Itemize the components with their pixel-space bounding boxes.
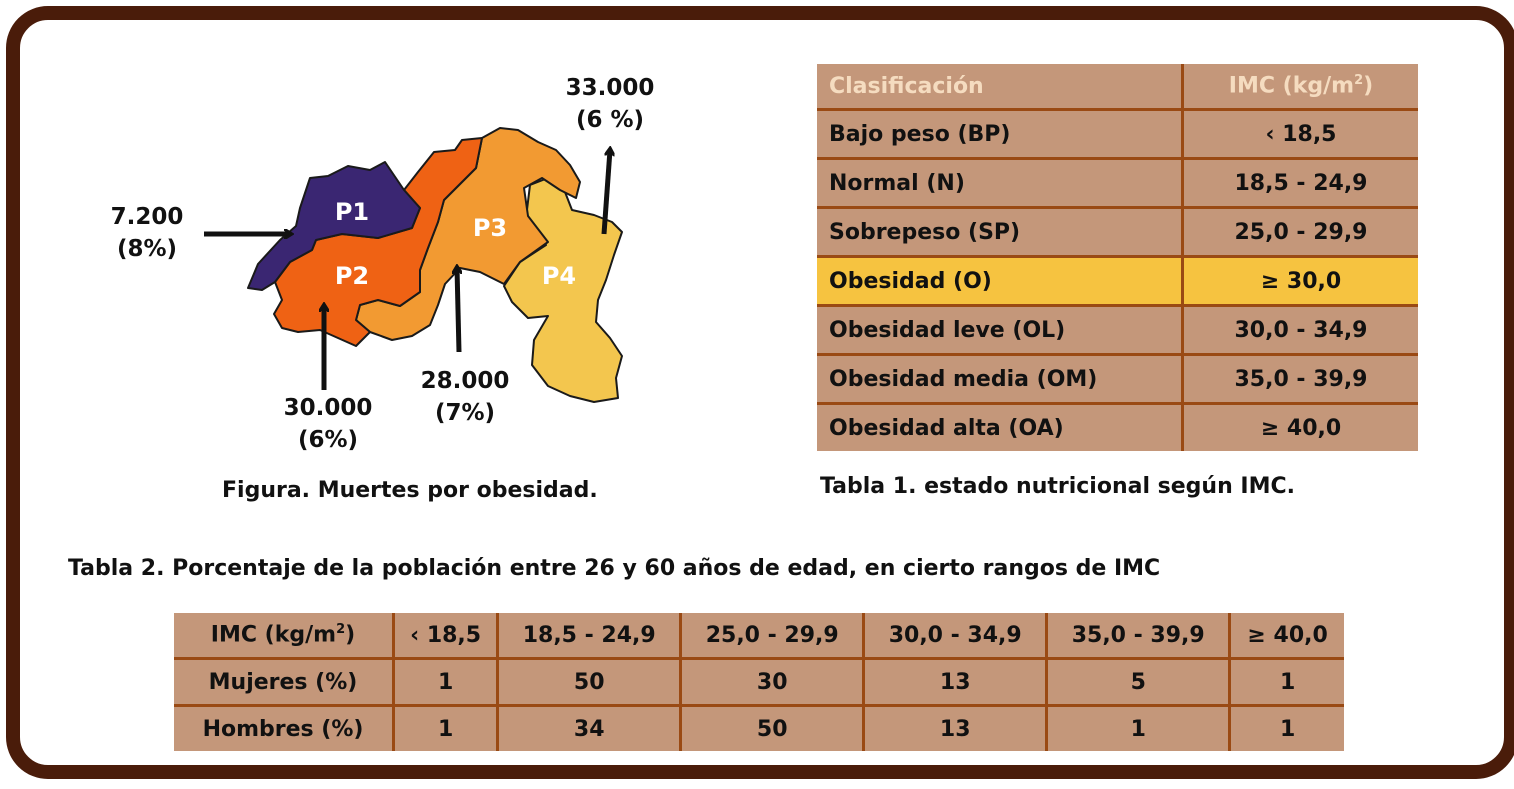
table1-header-imc-prefix: IMC (kg/m (1228, 73, 1355, 99)
table-row: Obesidad leve (OL) 30,0 - 34,9 (817, 305, 1418, 356)
table2-cell: 1 (1045, 705, 1230, 751)
table2-cell: 50 (496, 658, 681, 707)
region-label-p2: P2 (335, 262, 369, 290)
table-row: Normal (N) 18,5 - 24,9 (817, 158, 1418, 209)
table2-header-row: IMC (kg/m2) ‹ 18,5 18,5 - 24,9 25,0 - 29… (174, 613, 1344, 660)
table1-cell-value: 35,0 - 39,9 (1181, 354, 1418, 405)
table2-cell: 13 (862, 658, 1047, 707)
table1-header-row: Clasificación IMC (kg/m2) (817, 64, 1418, 111)
table1-cell-value: 18,5 - 24,9 (1181, 158, 1418, 209)
table2-cell: 1 (391, 705, 498, 751)
arrow-p3 (457, 268, 459, 353)
table1-cell-value: ≥ 40,0 (1181, 403, 1418, 451)
table2-col-header: ≥ 40,0 (1228, 613, 1344, 660)
arrow-p4 (601, 150, 610, 235)
table2-cell: 5 (1045, 658, 1230, 707)
label-p3-pct: (7%) (434, 400, 496, 426)
table1-header-imc: IMC (kg/m2) (1181, 64, 1418, 111)
table1-cell-value: ≥ 30,0 (1181, 256, 1418, 307)
table1-cell-label: Obesidad media (OM) (817, 354, 1183, 405)
table2-col-header: 18,5 - 24,9 (496, 613, 681, 660)
table1-header-imc-sup: 2 (1354, 73, 1364, 89)
table-row: Obesidad media (OM) 35,0 - 39,9 (817, 354, 1418, 405)
label-p1-value: 7.200 (110, 204, 184, 230)
label-p1: 7.200 (8%) (92, 201, 202, 265)
label-p4-value: 33.000 (565, 75, 655, 101)
table1-cell-label: Sobrepeso (SP) (817, 207, 1183, 258)
table2-title: Tabla 2. Porcentaje de la población entr… (68, 556, 1161, 581)
table1-caption: Tabla 1. estado nutricional según IMC. (820, 474, 1295, 499)
table2-cell: 50 (679, 705, 864, 751)
table2-col-header: 30,0 - 34,9 (862, 613, 1047, 660)
table1-cell-value: ‹ 18,5 (1181, 109, 1418, 160)
table1-cell-label: Obesidad alta (OA) (829, 415, 1064, 441)
table2-header-imc-sup: 2 (336, 622, 346, 638)
nutrition-table: Clasificación IMC (kg/m2) Bajo peso (BP)… (817, 64, 1418, 451)
label-p2: 30.000 (6%) (268, 392, 388, 456)
table2-cell: 1 (1228, 658, 1344, 707)
table-row: Sobrepeso (SP) 25,0 - 29,9 (817, 207, 1418, 258)
label-p3-value: 28.000 (420, 368, 510, 394)
label-p4: 33.000 (6 %) (550, 72, 670, 136)
region-p1 (247, 161, 421, 291)
figure-caption: Figura. Muertes por obesidad. (222, 478, 598, 503)
table2-cell: 1 (1228, 705, 1344, 751)
region-label-p1: P1 (335, 198, 369, 226)
table2-row-label: Mujeres (%) (174, 658, 394, 707)
table1-cell-label: Obesidad leve (OL) (817, 305, 1183, 356)
table1-header-classification: Clasificación (817, 64, 1183, 111)
table-row: Obesidad alta (OA) ≥ 40,0 (817, 403, 1418, 451)
table2-cell: 34 (496, 705, 681, 751)
population-table: IMC (kg/m2) ‹ 18,5 18,5 - 24,9 25,0 - 29… (174, 613, 1344, 751)
table2-row-label: Hombres (%) (202, 716, 364, 742)
table-row: Hombres (%) 1 34 50 13 1 1 (174, 705, 1344, 751)
table1-cell-value: 30,0 - 34,9 (1181, 305, 1418, 356)
table1-cell-label: Normal (N) (817, 158, 1183, 209)
label-p4-pct: (6 %) (575, 107, 645, 133)
region-label-p4: P4 (542, 262, 576, 290)
table2-header-imc-prefix: IMC (kg/m (210, 622, 337, 648)
table1-cell-value: 25,0 - 29,9 (1181, 207, 1418, 258)
label-p3: 28.000 (7%) (405, 365, 525, 429)
table1-cell-label: Bajo peso (BP) (817, 109, 1183, 160)
table2-cell: 30 (679, 658, 864, 707)
table1-cell-label: Obesidad (O) (817, 256, 1183, 307)
label-p2-value: 30.000 (283, 395, 373, 421)
table-row: Mujeres (%) 1 50 30 13 5 1 (174, 658, 1344, 707)
table-row: Bajo peso (BP) ‹ 18,5 (817, 109, 1418, 160)
region-label-p3: P3 (473, 214, 507, 242)
table2-cell: 13 (862, 705, 1047, 751)
table1-header-imc-suffix: ) (1363, 73, 1374, 99)
table2-header-imc: IMC (kg/m2) (174, 613, 394, 660)
table2-col-header: ‹ 18,5 (391, 613, 498, 660)
label-p1-pct: (8%) (116, 236, 178, 262)
table2-col-header: 25,0 - 29,9 (679, 613, 864, 660)
label-p2-pct: (6%) (297, 427, 359, 453)
table2-header-imc-suffix: ) (345, 622, 356, 648)
table2-cell: 1 (391, 658, 498, 707)
table2-col-header: 35,0 - 39,9 (1045, 613, 1230, 660)
table-row-highlighted: Obesidad (O) ≥ 30,0 (817, 256, 1418, 307)
